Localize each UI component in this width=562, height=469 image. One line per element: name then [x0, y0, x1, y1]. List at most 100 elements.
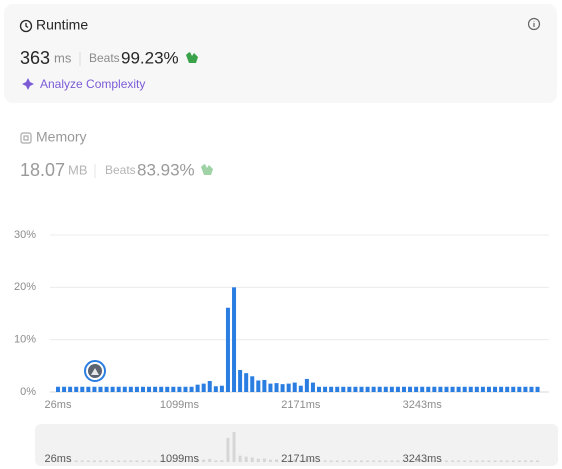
minimap-bar [536, 460, 540, 462]
bar [298, 385, 303, 392]
bar [134, 386, 139, 392]
minimap-bar [244, 456, 248, 462]
bar [92, 386, 97, 392]
bar [523, 386, 528, 392]
minimap-bar [190, 460, 194, 462]
minimap-bar [202, 459, 206, 462]
bar [377, 386, 382, 392]
bar [493, 386, 498, 392]
info-icon[interactable] [527, 17, 541, 31]
bar [395, 386, 400, 392]
bar [359, 386, 364, 392]
runtime-beats-label: Beats [89, 51, 120, 65]
bar [274, 383, 279, 392]
minimap-bar [390, 460, 394, 462]
minimap-bar [250, 457, 254, 462]
bar [232, 287, 237, 392]
bar [110, 386, 115, 392]
bar [438, 386, 443, 392]
bar [292, 382, 297, 392]
minimap-bar [317, 460, 321, 462]
minimap-bar [402, 460, 406, 462]
minimap-bar [426, 460, 430, 462]
minimap-bar [275, 459, 279, 462]
minimap-bar [408, 460, 412, 462]
bar [207, 381, 212, 392]
minimap-bar [444, 460, 448, 462]
bar [511, 386, 516, 392]
bar [371, 386, 376, 392]
minimap-bar [141, 460, 145, 462]
bar [426, 386, 431, 392]
minimap-bar [311, 459, 315, 462]
minimap-bar [347, 460, 351, 462]
memory-title: Memory [36, 129, 87, 145]
minimap-bar [68, 460, 72, 462]
minimap-bar [135, 460, 139, 462]
bar [250, 376, 255, 392]
minimap-bar [329, 460, 333, 462]
bar [86, 386, 91, 392]
bar [450, 386, 455, 392]
bar [238, 370, 243, 392]
bar [432, 386, 437, 392]
minimap-bar [517, 460, 521, 462]
bar [201, 383, 206, 392]
y-tick-label: 30% [14, 229, 36, 241]
bar [104, 386, 109, 392]
bar [128, 386, 133, 392]
bar [183, 386, 188, 392]
minimap-bar [487, 460, 491, 462]
memory-value: 18.07 [20, 160, 65, 180]
bar [347, 386, 352, 392]
x-tick-label: 3243ms [403, 399, 443, 411]
bar [444, 386, 449, 392]
minimap-tick-label: 26ms [45, 453, 72, 465]
minimap-bar [287, 459, 291, 462]
bar [62, 386, 67, 392]
minimap-bar [281, 459, 285, 462]
bar [122, 386, 127, 392]
y-tick-label: 10% [14, 334, 36, 346]
bar [262, 379, 267, 392]
minimap-bar [159, 460, 163, 462]
bar [389, 386, 394, 392]
minimap-bar [335, 460, 339, 462]
minimap-bar [493, 460, 497, 462]
minimap-bar [74, 460, 78, 462]
minimap-bar [105, 460, 109, 462]
bar [414, 386, 419, 392]
minimap-tick-label: 3243ms [403, 453, 443, 465]
minimap-bar [469, 460, 473, 462]
minimap-tick-label: 2171ms [281, 453, 321, 465]
minimap-bar [420, 460, 424, 462]
minimap-bar [98, 460, 102, 462]
bar [468, 386, 473, 392]
bar [505, 386, 510, 392]
bar [98, 386, 103, 392]
bar [80, 386, 85, 392]
bar [517, 386, 522, 392]
bar [256, 380, 261, 392]
bar [68, 386, 73, 392]
minimap-bar [451, 460, 455, 462]
minimap-bar [92, 460, 96, 462]
minimap-bar [499, 460, 503, 462]
bar [159, 386, 164, 392]
bar [462, 386, 467, 392]
minimap-bar [62, 460, 66, 462]
analyze-link[interactable]: Analyze Complexity [40, 77, 145, 91]
minimap[interactable] [35, 424, 558, 466]
minimap-bar [262, 458, 266, 462]
minimap-bar [529, 460, 533, 462]
bar [171, 386, 176, 392]
sparkle-icon [22, 78, 34, 90]
minimap-bar [511, 460, 515, 462]
bar [268, 383, 273, 392]
minimap-bar [56, 460, 60, 462]
minimap-bar [293, 459, 297, 462]
runtime-value: 363 [20, 48, 50, 68]
minimap-bar [256, 458, 260, 462]
memory-beats: 83.93% [137, 160, 195, 179]
bar [56, 386, 60, 392]
